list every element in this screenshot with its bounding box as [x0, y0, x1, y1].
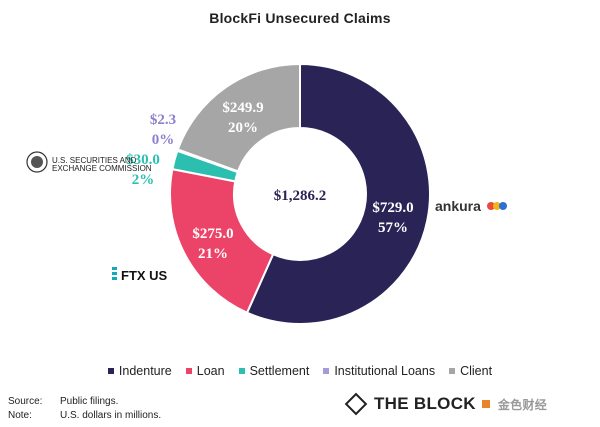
institutional-loans-value-label: $2.3 [150, 112, 176, 128]
ftx-logo-text: FTX US [121, 268, 168, 283]
sec-label-line1: U.S. SECURITIES AND [52, 156, 137, 165]
client-percent-label: 20% [228, 120, 258, 136]
footer-note-row: Note: U.S. dollars in millions. [8, 409, 161, 423]
the-block-logo-icon [344, 392, 368, 416]
ankura-logo: ankura [435, 198, 507, 214]
client-value-label: $249.9 [222, 100, 263, 116]
ankura-logo-dot-yellow [493, 202, 501, 210]
legend-swatch-client [449, 368, 456, 374]
legend-item-institutional-loans: Institutional Loans [323, 364, 435, 378]
ankura-logo-dot-blue [499, 202, 507, 210]
ftx-logo: FTX US [112, 267, 168, 283]
loan-value-label: $275.0 [192, 226, 233, 242]
footer-source-key: Source: [8, 396, 43, 407]
loan-percent-label: 21% [198, 246, 228, 262]
legend-label-loan: Loan [196, 364, 225, 378]
legend-item-settlement: Settlement [238, 364, 310, 378]
footer-note-key: Note: [8, 410, 32, 421]
brand-orange-dot [481, 400, 490, 408]
legend-label-indenture: Indenture [118, 364, 172, 378]
slice-labels: $729.0 57% $275.0 21% $30.0 2% $2.3 0% $249.9 20% [126, 100, 414, 262]
legend-label-client: Client [460, 364, 493, 378]
ankura-logo-text: ankura [435, 198, 481, 214]
sec-seal-icon [26, 151, 48, 173]
center-total-label: $1,286.2 [274, 188, 327, 204]
chart-title: BlockFi Unsecured Claims [209, 10, 391, 26]
legend-label-settlement: Settlement [249, 364, 310, 378]
legend-swatch-loan [185, 368, 192, 374]
ftx-logo-bar-1 [112, 267, 117, 270]
sec-label-line2: EXCHANGE COMMISSION [52, 164, 152, 173]
ankura-logo-dot-red [487, 202, 495, 210]
settlement-percent-label: 2% [132, 172, 155, 188]
sec-seal-center [31, 156, 43, 168]
legend-label-institutional-loans: Institutional Loans [334, 364, 436, 378]
chart-legend: Indenture Loan Settlement Institutional Loa… [0, 364, 600, 378]
slice-client [176, 62, 301, 173]
slice-indenture [245, 62, 431, 325]
footer-source-value: Public filings. [60, 396, 119, 407]
ftx-logo-bar-2 [112, 272, 117, 275]
brand-cn-watermark: 金色财经 [497, 397, 548, 412]
donut-slices [169, 62, 431, 325]
ftx-logo-bar-3 [112, 277, 117, 280]
legend-item-indenture: Indenture [107, 364, 172, 378]
slice-loan [169, 167, 275, 315]
sec-seal-logo [26, 151, 48, 173]
institutional-loans-percent-label: 0% [152, 132, 175, 148]
footer-source-row: Source: Public filings. [8, 395, 161, 409]
indenture-value-label: $729.0 [372, 200, 413, 216]
legend-swatch-institutional-loans [323, 368, 330, 374]
the-block-brand: THE BLOCK 金色财经 [344, 392, 548, 416]
indenture-percent-label: 57% [378, 220, 408, 236]
legend-swatch-settlement [238, 368, 245, 374]
settlement-value-label: $30.0 [126, 152, 160, 168]
footer-note-value: U.S. dollars in millions. [60, 410, 162, 421]
legend-item-loan: Loan [185, 364, 225, 378]
legend-item-client: Client [449, 364, 492, 378]
footer-notes: Source: Public filings. Note: U.S. dolla… [8, 395, 161, 423]
donut-chart: $1,286.2 $729.0 57% $275.0 21% $30.0 2% $2.3 0%… [26, 62, 507, 325]
the-block-brand-name: THE BLOCK [374, 394, 476, 413]
legend-swatch-indenture [107, 368, 114, 374]
